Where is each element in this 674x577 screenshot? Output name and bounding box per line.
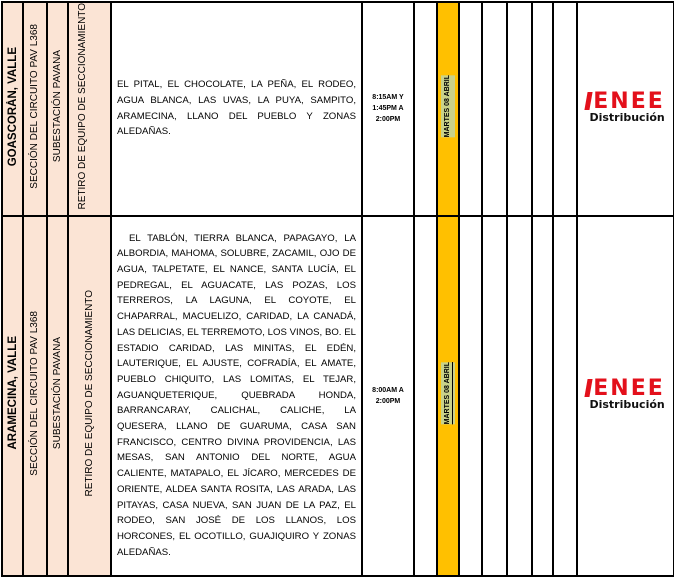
municipality-cell: ARAMECINA, VALLE bbox=[1, 214, 24, 577]
empty-cell bbox=[413, 214, 438, 577]
logo-cell: ENEE Distribución bbox=[576, 1, 674, 217]
empty-cell bbox=[481, 214, 508, 577]
places-cell: EL TABLÓN, TIERRA BLANCA, PAPAGAYO, LA A… bbox=[110, 214, 363, 577]
enee-logo: ENEE Distribución bbox=[584, 90, 665, 124]
time-cell: 8:00AM A 2:00PM bbox=[361, 214, 415, 577]
substation-cell: SUBESTACIÓN PAVANA bbox=[46, 214, 69, 577]
empty-cell bbox=[458, 1, 483, 217]
date-cell: MARTES 08 ABRIL bbox=[436, 214, 460, 577]
logo-mark-icon bbox=[584, 378, 593, 397]
table-row: GOASCORÁN, VALLE SECCIÓN DEL CIRCUITO PA… bbox=[1, 1, 674, 217]
date-cell: MARTES 08 ABRIL bbox=[436, 1, 460, 217]
work-cell: RETIRO DE EQUIPO DE SECCIONAMIENTO bbox=[67, 214, 112, 577]
logo-mark-icon bbox=[584, 91, 593, 110]
time-cell: 8:15AM Y 1:45PM A 2:00PM bbox=[361, 1, 415, 217]
empty-cell bbox=[531, 1, 554, 217]
work-cell: RETIRO DE EQUIPO DE SECCIONAMIENTO bbox=[67, 1, 112, 217]
empty-cell bbox=[552, 1, 578, 217]
table-row: ARAMECINA, VALLE SECCIÓN DEL CIRCUITO PA… bbox=[1, 214, 674, 577]
empty-cell bbox=[458, 214, 483, 577]
enee-logo: ENEE Distribución bbox=[584, 377, 665, 411]
section-cell: SECCIÓN DEL CIRCUITO PAV L368 bbox=[22, 214, 48, 577]
empty-cell bbox=[552, 214, 578, 577]
section-cell: SECCIÓN DEL CIRCUITO PAV L368 bbox=[22, 1, 48, 217]
substation-cell: SUBESTACIÓN PAVANA bbox=[46, 1, 69, 217]
empty-cell bbox=[413, 1, 438, 217]
places-cell: EL PITAL, EL CHOCOLATE, LA PEÑA, EL RODE… bbox=[110, 1, 363, 217]
empty-cell bbox=[531, 214, 554, 577]
logo-cell: ENEE Distribución bbox=[576, 214, 674, 577]
empty-cell bbox=[481, 1, 508, 217]
municipality-cell: GOASCORÁN, VALLE bbox=[1, 1, 24, 217]
empty-cell bbox=[506, 214, 533, 577]
empty-cell bbox=[506, 1, 533, 217]
